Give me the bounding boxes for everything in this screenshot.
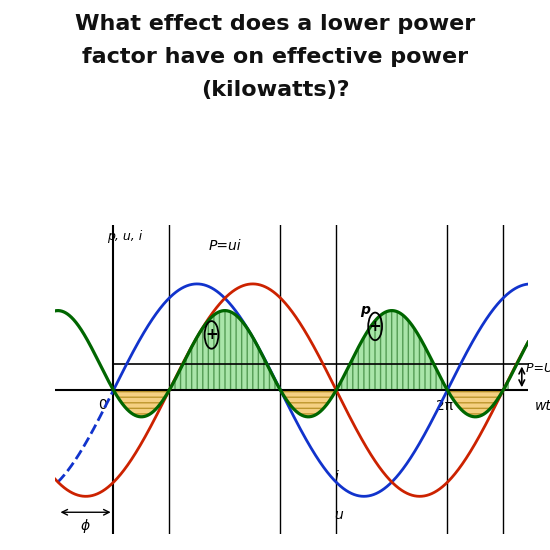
Text: 2π: 2π	[436, 399, 453, 412]
Text: +: +	[205, 327, 218, 343]
Text: ϕ: ϕ	[81, 519, 90, 533]
Text: wt: wt	[535, 399, 550, 412]
Text: P=ui: P=ui	[209, 239, 241, 254]
Text: p, u, i: p, u, i	[107, 230, 142, 244]
Text: What effect does a lower power: What effect does a lower power	[75, 14, 475, 34]
Text: i: i	[335, 470, 339, 484]
Text: p: p	[360, 304, 370, 317]
Text: u: u	[334, 508, 343, 522]
Text: (kilowatts)?: (kilowatts)?	[201, 80, 349, 100]
Text: factor have on effective power: factor have on effective power	[82, 47, 468, 67]
Text: P=UIcos ϕ: P=UIcos ϕ	[526, 362, 550, 375]
Text: +: +	[368, 319, 382, 334]
Text: 0: 0	[98, 398, 107, 411]
